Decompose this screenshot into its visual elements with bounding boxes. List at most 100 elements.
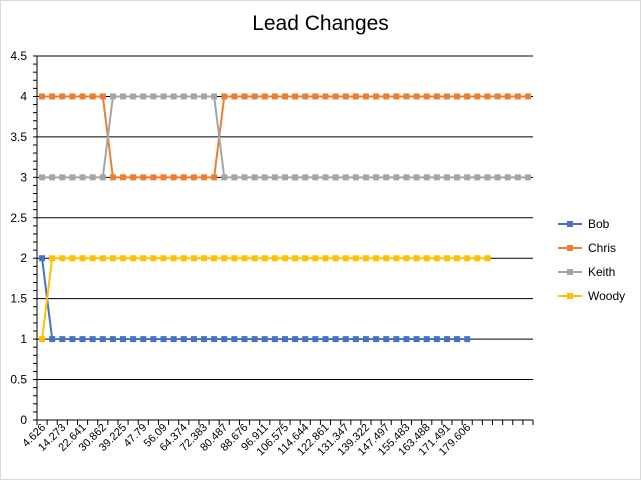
data-point: [332, 336, 339, 343]
data-point: [423, 336, 430, 343]
legend-item-chris[interactable]: Chris: [558, 241, 616, 255]
data-point: [150, 336, 157, 343]
data-point: [474, 93, 481, 100]
data-point: [423, 93, 430, 100]
data-point: [383, 93, 390, 100]
legend-item-bob[interactable]: Bob: [558, 217, 610, 231]
data-point: [464, 93, 471, 100]
data-point: [241, 255, 248, 262]
data-point: [150, 174, 157, 181]
data-point: [89, 93, 96, 100]
data-point: [514, 93, 521, 100]
data-point: [383, 255, 390, 262]
data-point: [403, 93, 410, 100]
data-point: [140, 255, 147, 262]
data-point: [484, 255, 491, 262]
data-point: [160, 93, 167, 100]
y-tick-label: 2.5: [10, 211, 27, 225]
data-point: [109, 174, 116, 181]
data-point: [79, 93, 86, 100]
data-point: [39, 93, 46, 100]
data-point: [413, 93, 420, 100]
legend-item-keith[interactable]: Keith: [558, 265, 615, 279]
data-point: [383, 174, 390, 181]
data-point: [201, 336, 208, 343]
data-point: [403, 336, 410, 343]
data-point: [130, 255, 137, 262]
data-point: [352, 255, 359, 262]
y-tick-label: 0: [20, 413, 27, 427]
data-point: [221, 93, 228, 100]
data-point: [362, 255, 369, 262]
data-point: [494, 93, 501, 100]
y-tick-label: 4.5: [10, 49, 27, 63]
data-point: [89, 255, 96, 262]
data-point: [332, 174, 339, 181]
data-point: [89, 336, 96, 343]
legend-marker: [567, 245, 573, 251]
data-point: [49, 255, 56, 262]
data-point: [524, 93, 531, 100]
data-point: [322, 255, 329, 262]
data-point: [271, 174, 278, 181]
data-point: [89, 174, 96, 181]
data-point: [140, 336, 147, 343]
data-point: [59, 93, 66, 100]
data-point: [241, 93, 248, 100]
data-point: [373, 336, 380, 343]
data-point: [433, 174, 440, 181]
data-point: [373, 174, 380, 181]
data-point: [514, 174, 521, 181]
data-point: [403, 174, 410, 181]
data-point: [170, 336, 177, 343]
data-point: [59, 174, 66, 181]
series-keith: [39, 93, 531, 181]
data-point: [79, 255, 86, 262]
y-tick-label: 2: [20, 251, 27, 265]
data-point: [160, 174, 167, 181]
data-point: [393, 255, 400, 262]
data-point: [443, 336, 450, 343]
data-point: [211, 93, 218, 100]
data-point: [190, 174, 197, 181]
data-point: [251, 255, 258, 262]
data-point: [342, 93, 349, 100]
chart-title: Lead Changes: [252, 12, 389, 35]
data-point: [39, 174, 46, 181]
legend-item-woody[interactable]: Woody: [558, 289, 625, 303]
data-point: [69, 255, 76, 262]
data-point: [99, 93, 106, 100]
y-tick-label: 3: [20, 170, 27, 184]
data-point: [383, 336, 390, 343]
data-point: [302, 174, 309, 181]
data-point: [352, 174, 359, 181]
data-point: [443, 93, 450, 100]
data-point: [120, 174, 127, 181]
data-point: [464, 255, 471, 262]
data-point: [140, 174, 147, 181]
data-point: [241, 174, 248, 181]
data-point: [231, 174, 238, 181]
data-point: [180, 255, 187, 262]
data-point: [39, 255, 46, 262]
data-point: [190, 336, 197, 343]
data-point: [190, 255, 197, 262]
data-point: [271, 93, 278, 100]
data-point: [99, 174, 106, 181]
data-point: [231, 336, 238, 343]
data-point: [292, 255, 299, 262]
data-point: [170, 255, 177, 262]
data-point: [292, 336, 299, 343]
legend-label: Chris: [588, 241, 616, 255]
legend[interactable]: Bob Chris Keith Woody: [558, 217, 625, 303]
data-point: [211, 174, 218, 181]
data-point: [403, 255, 410, 262]
data-point: [190, 93, 197, 100]
data-point: [109, 255, 116, 262]
data-point: [423, 174, 430, 181]
data-point: [423, 255, 430, 262]
legend-label: Keith: [588, 265, 615, 279]
data-point: [362, 174, 369, 181]
